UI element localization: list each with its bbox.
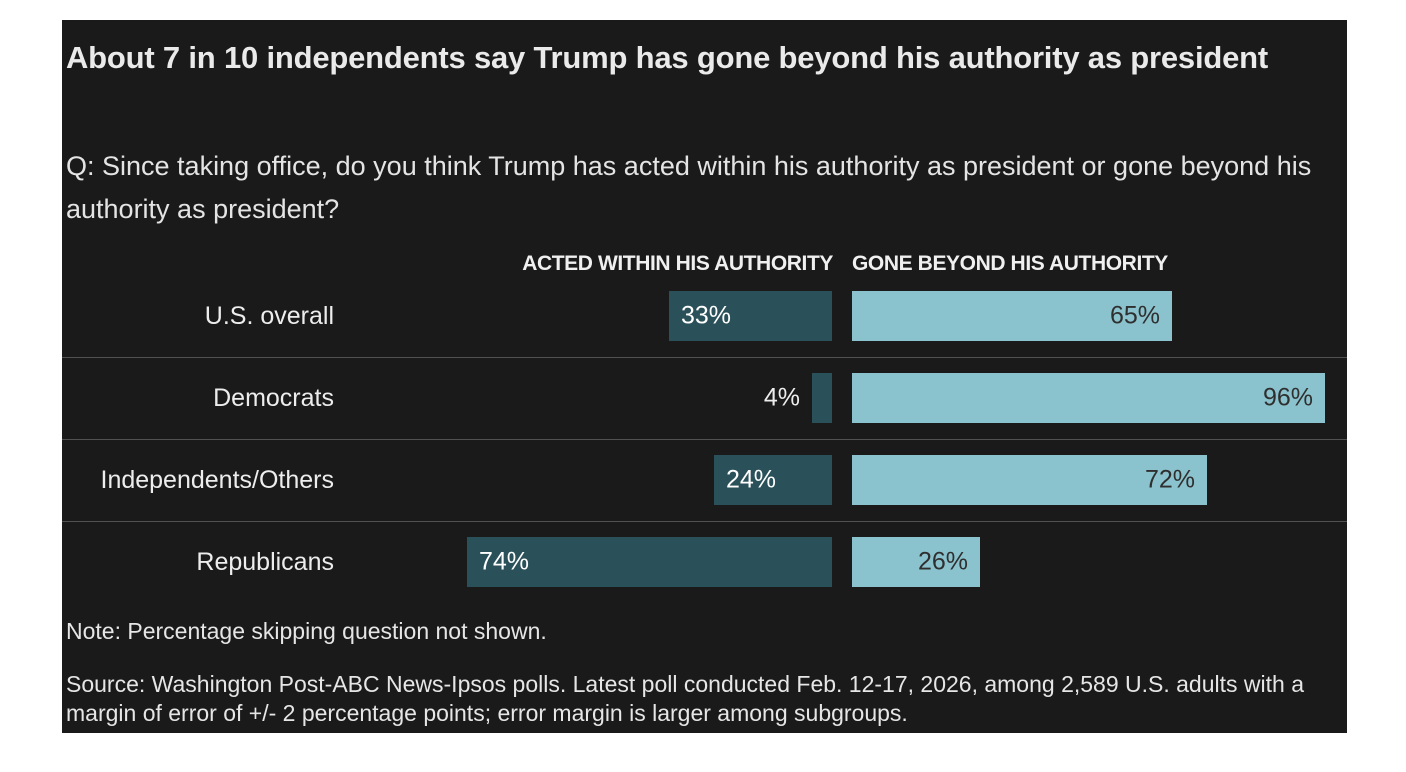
row-label: U.S. overall [204,302,334,330]
bar-chart-rows: U.S. overall 33% 65% Democrats 4% 96% In… [62,276,1347,603]
bar-value-label: 24% [726,465,777,494]
poll-question: Q: Since taking office, do you think Tru… [66,151,1312,224]
chart-card: About 7 in 10 independents say Trump has… [62,20,1347,733]
bar-gone-beyond: 96% [852,373,1325,423]
bar-value-label: 33% [681,301,732,330]
chart-title: About 7 in 10 independents say Trump has… [66,40,1269,75]
chart-row-republicans: Republicans 74% 26% [62,521,1347,603]
column-header-gone-beyond: GONE BEYOND HIS AUTHORITY [852,252,1168,275]
column-header-acted-within: ACTED WITHIN HIS AUTHORITY [522,252,833,275]
row-label: Independents/Others [100,466,335,494]
bar-value-label: 96% [1262,383,1313,412]
bar-acted-within: 4% [764,373,832,423]
bar-value-label: 65% [1109,301,1160,330]
bar-gone-beyond: 72% [852,455,1207,505]
bar-acted-within: 33% [669,291,832,341]
bar-value-label: 4% [763,383,800,412]
bar-value-label: 26% [917,547,968,576]
footnote: Note: Percentage skipping question not s… [66,618,547,644]
row-label: Democrats [213,384,334,412]
chart-row-independents: Independents/Others 24% 72% [62,439,1347,521]
bar-acted-within: 24% [714,455,832,505]
chart-row-democrats: Democrats 4% 96% [62,357,1347,439]
bar-value-label: 72% [1144,465,1195,494]
bar-value-label: 74% [479,547,530,576]
row-label: Republicans [196,548,334,576]
chart-row-us-overall: U.S. overall 33% 65% [62,276,1347,357]
bar-acted-within: 74% [467,537,832,587]
source-line: Source: Washington Post-ABC News-Ipsos p… [66,671,1304,726]
bar-gone-beyond: 65% [852,291,1172,341]
bar-gone-beyond: 26% [852,537,980,587]
